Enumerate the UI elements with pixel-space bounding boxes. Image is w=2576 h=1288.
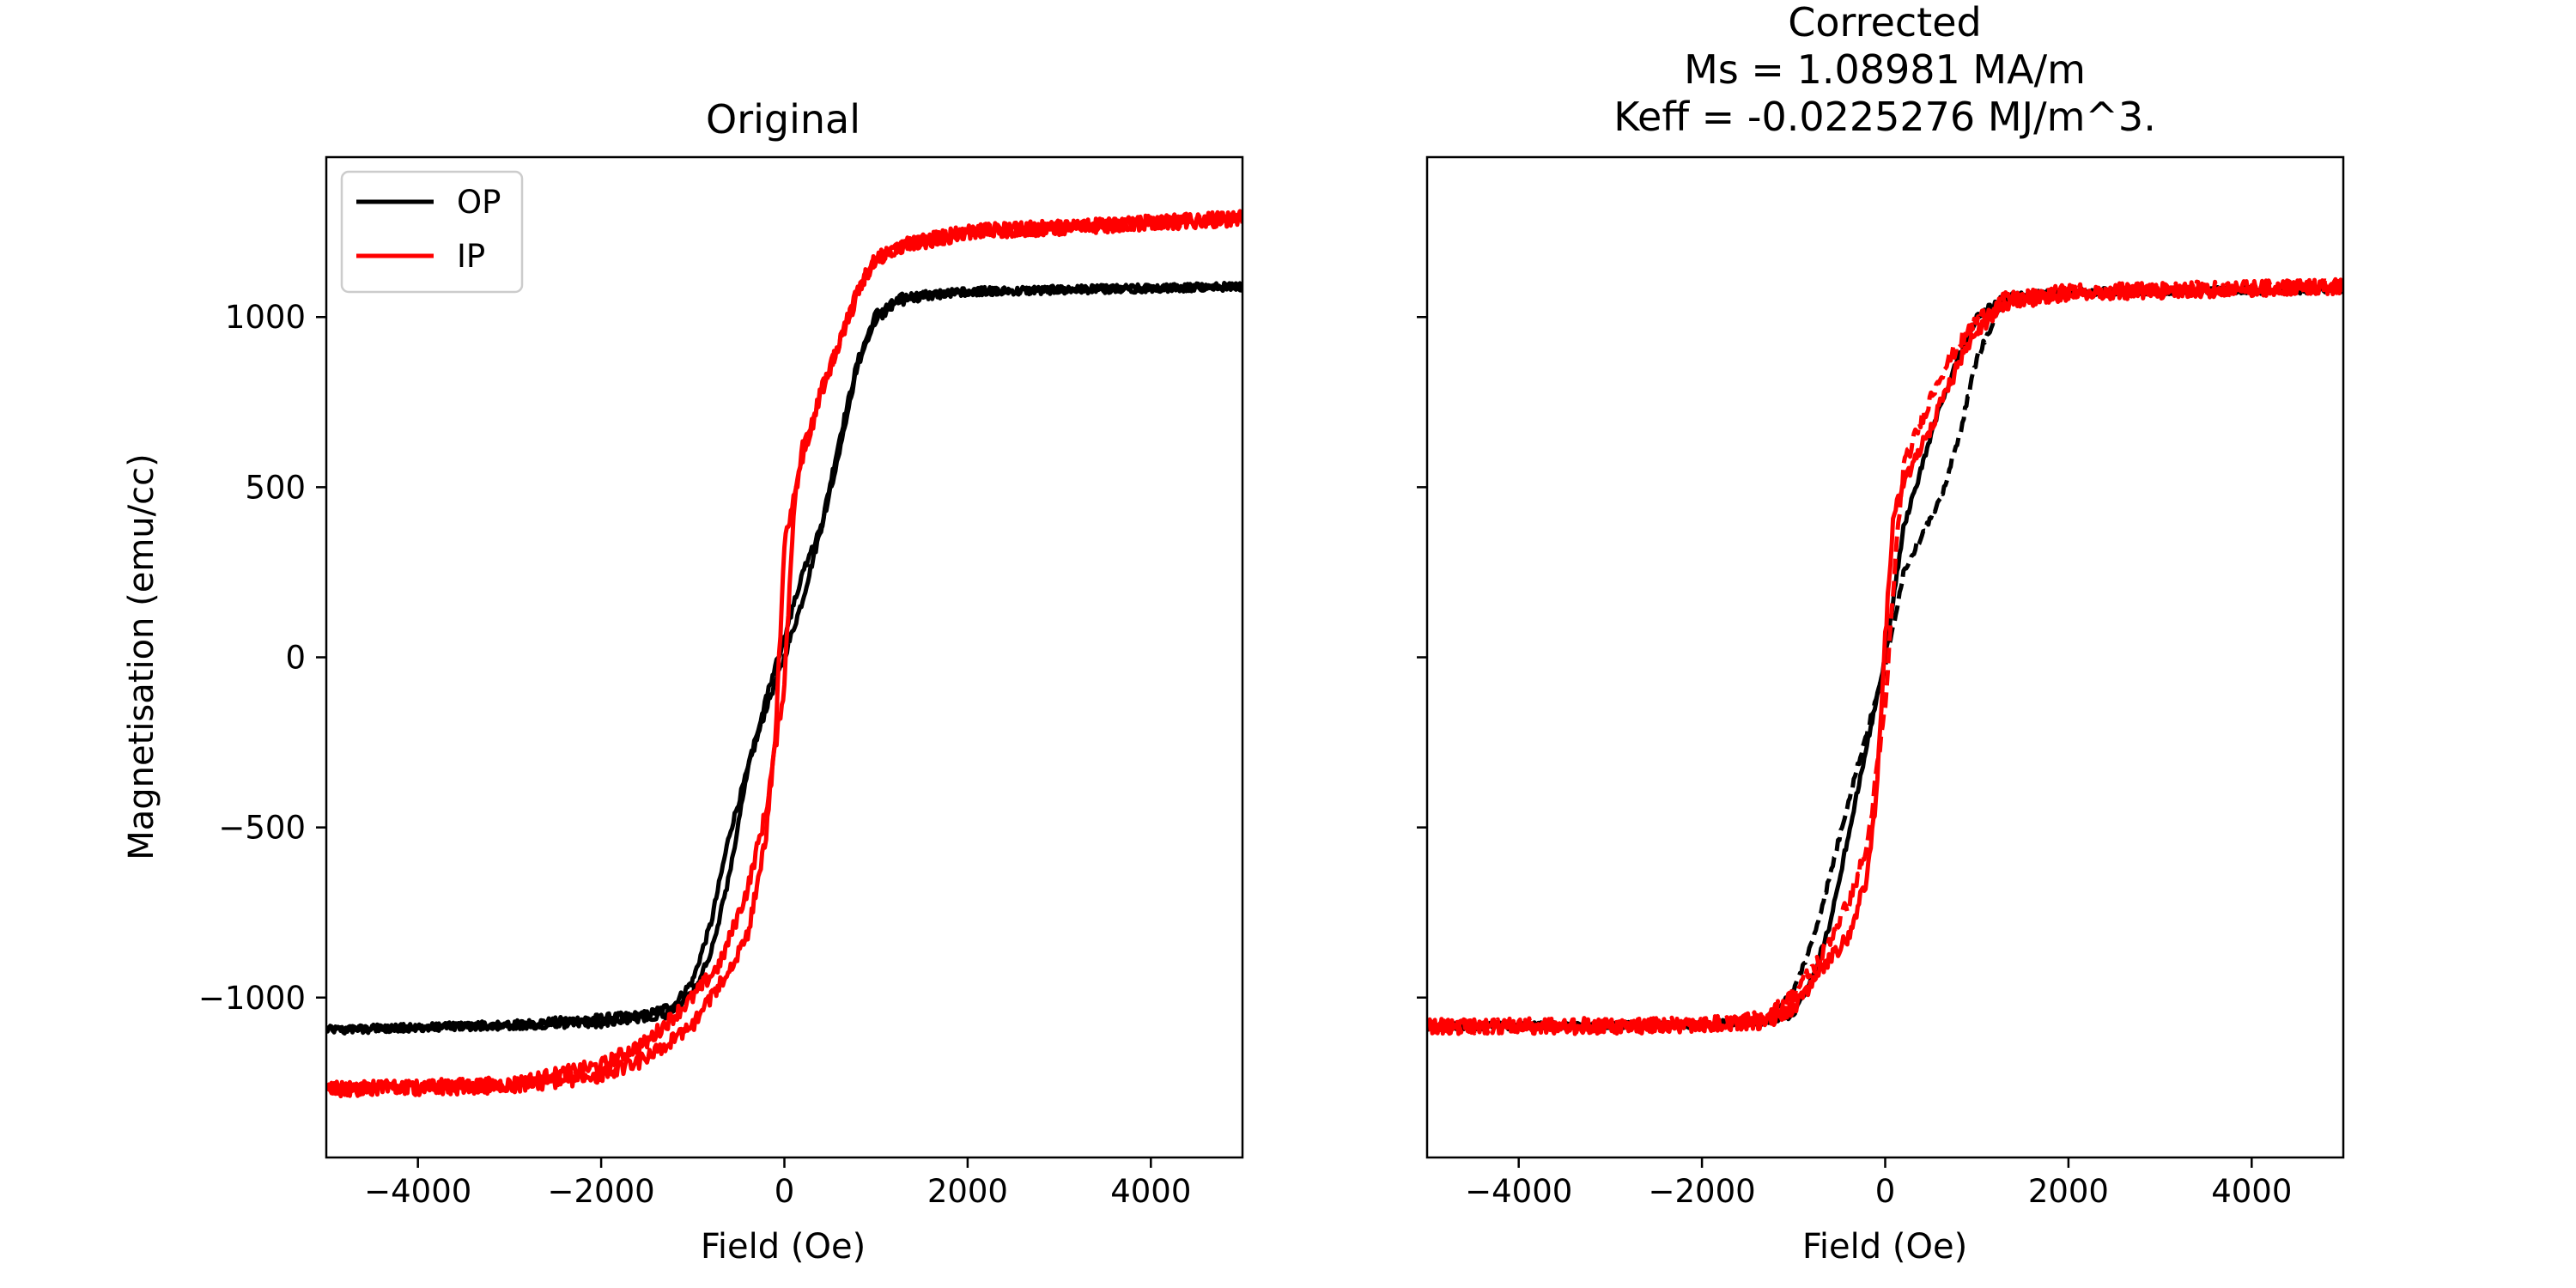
- left-x-ticks: −4000 −2000 0 2000 4000: [364, 1157, 1191, 1210]
- left-y-tick-label: −1000: [198, 980, 306, 1017]
- left-subplot: Original −4000 −2000 0 2000 4000 −1000 −500 0 5…: [122, 96, 1244, 1267]
- left-y-ticks: −1000 −500 0 500 1000: [198, 299, 326, 1017]
- left-series-2-line: [326, 210, 1242, 1099]
- right-x-tick-label: 2000: [2028, 1173, 2109, 1210]
- left-x-tick-label: 4000: [1110, 1173, 1191, 1210]
- left-y-tick-label: 500: [245, 469, 306, 506]
- right-series-group: [1427, 276, 2343, 1036]
- left-series-1-line: [326, 281, 1242, 1036]
- legend-label-ip: IP: [457, 238, 485, 275]
- right-x-tick-label: −4000: [1465, 1173, 1572, 1210]
- left-y-axis-label: Magnetisation (emu/cc): [122, 453, 161, 860]
- left-title: Original: [706, 96, 860, 143]
- right-title-line-2: Ms = 1.08981 MA/m: [1684, 46, 2086, 93]
- left-x-axis-label: Field (Oe): [701, 1227, 866, 1267]
- right-x-tick-label: 4000: [2211, 1173, 2292, 1210]
- left-x-tick-label: 2000: [927, 1173, 1008, 1210]
- right-x-axis-label: Field (Oe): [1802, 1227, 1967, 1267]
- right-title-line-3: Keff = -0.0225276 MJ/m^3.: [1613, 94, 2156, 140]
- right-x-tick-label: −2000: [1649, 1173, 1756, 1210]
- legend: OP IP: [340, 170, 524, 294]
- right-x-ticks: −4000 −2000 0 2000 4000: [1465, 1157, 2292, 1210]
- right-subplot: Corrected Ms = 1.08981 MA/m Keff = -0.02…: [1417, 0, 2345, 1267]
- legend-label-op: OP: [457, 184, 501, 221]
- left-x-tick-label: −4000: [364, 1173, 471, 1210]
- right-series-2-line: [1427, 277, 2343, 1036]
- left-series-3-line: [326, 209, 1242, 1098]
- left-x-tick-label: 0: [775, 1173, 795, 1210]
- right-series-3-line: [1427, 276, 2343, 1036]
- left-y-tick-label: 1000: [225, 299, 306, 336]
- right-x-tick-label: 0: [1875, 1173, 1896, 1210]
- left-x-tick-label: −2000: [548, 1173, 655, 1210]
- right-title-line-1: Corrected: [1788, 0, 1981, 46]
- left-y-tick-label: −500: [218, 810, 306, 847]
- right-y-ticks: [1417, 315, 1427, 999]
- left-y-tick-label: 0: [285, 640, 306, 677]
- left-series-group: [326, 209, 1242, 1099]
